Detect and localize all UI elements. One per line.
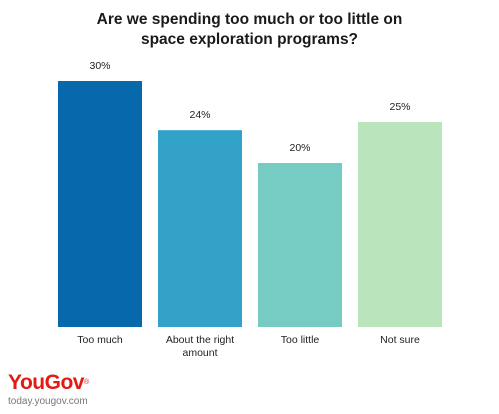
bar-1: [158, 130, 242, 327]
yougov-logo: YouGov®: [8, 372, 89, 394]
value-label-2: 20%: [289, 142, 310, 154]
chart-title-line-1: Are we spending too much or too little o…: [96, 11, 403, 28]
site-url: today.yougov.com: [8, 396, 88, 407]
value-label-3: 25%: [389, 101, 410, 113]
registered-mark: ®: [83, 379, 90, 386]
value-label-0: 30%: [89, 60, 110, 72]
value-label-1: 24%: [189, 109, 210, 121]
bar-3: [358, 122, 442, 327]
bar-2: [258, 163, 342, 327]
x-tick-label-0: Too much: [77, 334, 123, 346]
value-labels-group: 30% 24% 20% 25%: [89, 60, 410, 154]
chart-title-line-2: space exploration programs?: [140, 31, 359, 48]
chart-title: Are we spending too much or too little o…: [0, 10, 499, 50]
x-tick-label-2: Too little: [280, 334, 320, 346]
brand-name: YouGov: [8, 371, 84, 394]
x-tick-label-1: About the right amount: [165, 334, 235, 359]
bar-0: [58, 81, 142, 327]
bars-group: [58, 81, 442, 327]
x-tick-label-3: Not sure: [380, 334, 420, 346]
